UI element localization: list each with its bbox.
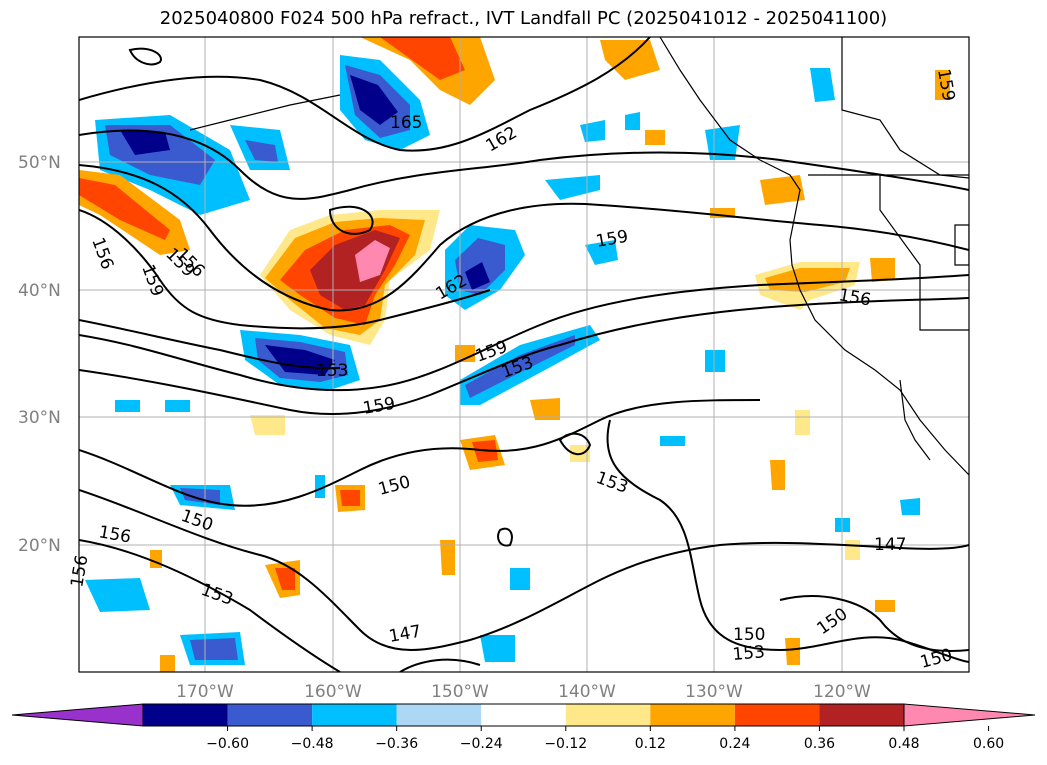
colorbar-tick-label: −0.24 (460, 736, 503, 752)
shading-blob (705, 350, 725, 372)
colorbar-cell (734, 704, 820, 726)
shading-blob (465, 262, 490, 290)
shading-blob (510, 568, 530, 590)
colorbar-ticks: −0.60 −0.48 −0.36 −0.24 −0.12 0.12 0.24 0.36 0.4… (206, 726, 1004, 752)
shading-blob (480, 635, 515, 662)
colorbar-cell (565, 704, 651, 726)
shading-blob (120, 130, 170, 155)
lat-label-40n: 40°N (18, 281, 61, 301)
latitude-labels: 50°N 40°N 30°N 20°N (18, 153, 61, 556)
colorbar-cell (481, 704, 566, 726)
shading-blob (770, 460, 785, 490)
shading-blob (85, 578, 150, 612)
shading-blob (600, 40, 660, 80)
shading-blob (875, 600, 895, 612)
lat-label-30n: 30°N (18, 408, 61, 428)
shading-blob (660, 436, 685, 446)
lon-label-170w: 170°W (176, 682, 234, 702)
lon-label-140w: 140°W (558, 682, 616, 702)
shading-blob (250, 415, 285, 435)
shading-blob (765, 268, 850, 292)
shading-blob (79, 178, 170, 240)
lat-label-20n: 20°N (18, 536, 61, 556)
contour-label: 147 (874, 535, 906, 555)
shading-blob (935, 70, 950, 100)
shading-blob (845, 540, 860, 560)
colorbar-cell (650, 704, 735, 726)
shading-blob (810, 68, 835, 102)
shading-blob (870, 258, 895, 282)
shading-blob (165, 400, 190, 412)
contour-label: 153 (316, 361, 348, 381)
shading-blob (160, 655, 175, 672)
colorbar-tick-label: −0.60 (206, 736, 249, 752)
coastlines (189, 37, 969, 476)
colorbar-cell (396, 704, 482, 726)
shading-blob (530, 398, 560, 420)
longitude-labels: 170°W 160°W 150°W 140°W 130°W 120°W (176, 682, 871, 702)
colorbar-cell (819, 704, 904, 726)
colorbar-tick-label: 0.36 (804, 736, 835, 752)
colorbar-tick-label: −0.36 (375, 736, 418, 752)
colorbar-cell (312, 704, 397, 726)
map-title: 2025040800 F024 500 hPa refract., IVT La… (159, 8, 888, 29)
shading-blob (760, 175, 805, 205)
shading-blob (900, 498, 920, 515)
shading-blob (625, 112, 640, 130)
colorbar: −0.60 −0.48 −0.36 −0.24 −0.12 0.12 0.24 0.36 0.4… (11, 703, 1036, 752)
colorbar-cell (143, 704, 228, 726)
lon-label-130w: 130°W (685, 682, 743, 702)
shading-blob (190, 638, 238, 660)
shading-blob (645, 130, 665, 145)
shading-blob (355, 240, 390, 282)
shaded-anomaly-layer (79, 37, 950, 672)
lon-label-120w: 120°W (813, 682, 871, 702)
colorbar-tick-label: 0.48 (888, 736, 919, 752)
lon-label-160w: 160°W (304, 682, 362, 702)
shading-blob (545, 175, 600, 200)
colorbar-extend-right (903, 703, 1036, 727)
colorbar-tick-label: 0.12 (635, 736, 666, 752)
colorbar-extend-left (11, 703, 144, 727)
colorbar-tick-label: 0.24 (719, 736, 750, 752)
shading-blob (785, 638, 800, 665)
colorbar-cells (142, 703, 905, 727)
contour-label: 153 (732, 642, 766, 665)
shading-blob (245, 140, 278, 162)
colorbar-tick-label: −0.12 (544, 736, 587, 752)
shading-blob (150, 550, 162, 568)
map-frame (78, 36, 970, 673)
shading-blob (465, 335, 575, 398)
colorbar-cell (227, 704, 313, 726)
shading-blob (580, 120, 605, 142)
shading-blob (315, 475, 325, 498)
contour-label: 150 (733, 625, 765, 645)
shading-blob (585, 240, 618, 265)
lon-label-150w: 150°W (431, 682, 489, 702)
shading-blob (380, 37, 465, 80)
colorbar-tick-label: 0.60 (973, 736, 1004, 752)
shading-blob (275, 568, 295, 590)
shading-blob (795, 410, 810, 435)
lat-label-50n: 50°N (18, 153, 61, 173)
shading-blob (340, 490, 360, 506)
contour-lines (79, 37, 969, 672)
colorbar-tick-label: −0.48 (291, 736, 334, 752)
shading-blob (115, 400, 140, 412)
shading-blob (440, 540, 455, 575)
gridlines (79, 37, 969, 672)
shading-blob (350, 75, 398, 125)
contour-label: 165 (390, 113, 422, 133)
